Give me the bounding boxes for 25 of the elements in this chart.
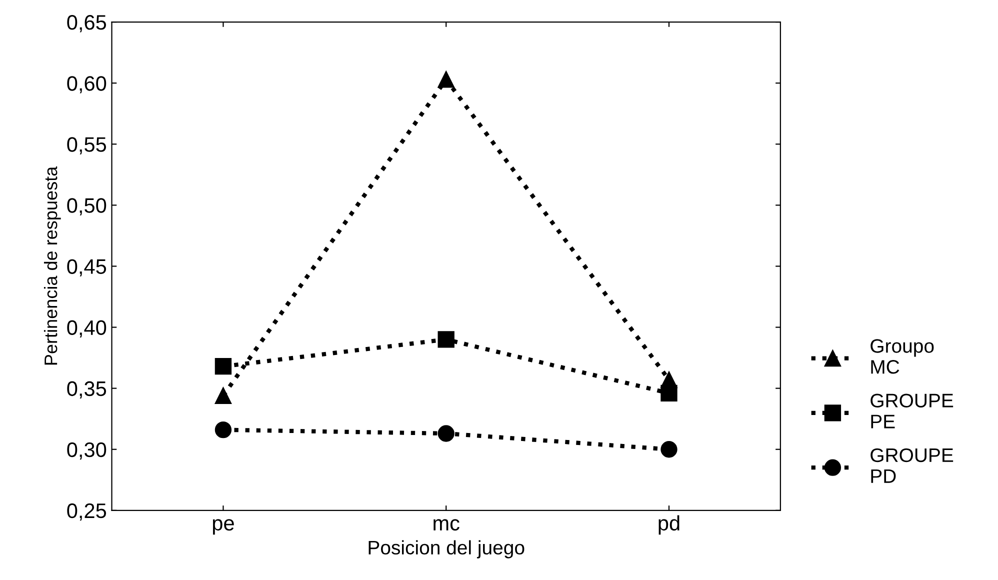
point xyxy=(438,71,454,88)
y-tick-label: 0,30 xyxy=(67,442,106,460)
point xyxy=(438,331,454,348)
y-tick-label: 0,65 xyxy=(67,15,106,32)
point xyxy=(214,387,232,404)
y-tick-label: 0,55 xyxy=(67,137,106,154)
point xyxy=(214,421,232,438)
x-tick-label: pd xyxy=(658,515,680,535)
y-tick-label: 0,50 xyxy=(67,198,106,216)
point xyxy=(660,384,678,402)
legend-label: GROUPE PD xyxy=(870,448,954,483)
y-axis-title: Pertinencia de respuesta xyxy=(44,166,61,365)
x-tick-label: mc xyxy=(434,519,460,531)
y-tick-label: 0,45 xyxy=(67,259,106,276)
y-tick-label: 0,25 xyxy=(67,503,106,521)
point xyxy=(214,358,232,375)
y-tick-label: 0,35 xyxy=(67,381,106,399)
y-tick-label: 0,60 xyxy=(67,76,106,94)
point xyxy=(438,425,454,442)
y-tick-label: 0,40 xyxy=(67,320,106,338)
x-tick-label: pe xyxy=(212,519,234,535)
x-axis-title: Posicion del juego xyxy=(368,540,524,558)
legend-label: GROUPE PE xyxy=(870,394,954,428)
point xyxy=(660,441,678,458)
legend-label: Groupo MC xyxy=(870,339,934,374)
